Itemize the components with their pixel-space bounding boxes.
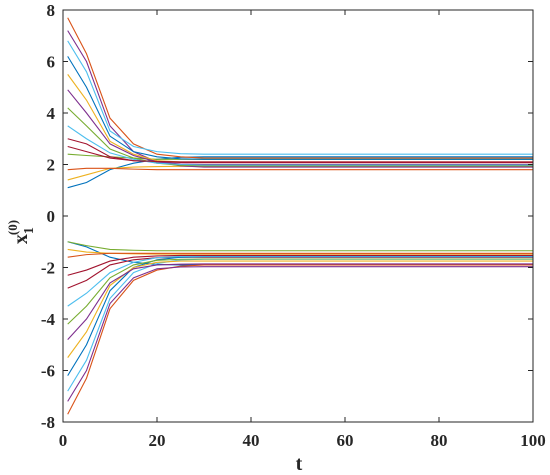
series-line-17 [67,248,533,255]
series-line-23 [67,252,533,258]
x-tick-label: 20 [149,431,166,450]
x-tick-label: 60 [337,431,354,450]
y-tick-label: -2 [41,259,55,278]
y-axis-label-text: x1(0) [5,220,37,244]
y-tick-label: 2 [47,156,56,175]
y-axis-label: x1(0) [5,220,37,244]
y-tick-label: 8 [47,1,56,20]
series-line-27 [67,255,533,307]
series-line-16 [67,264,533,415]
y-tick-label: -4 [41,310,56,329]
y-axis-label-base: x [10,234,32,244]
series-layer [67,17,533,415]
series-line-24 [67,260,533,358]
y-tick-label: 0 [47,207,56,226]
series-line-9 [67,167,533,171]
x-tick-label: 100 [520,431,546,450]
x-tick-label: 40 [243,431,260,450]
y-tick-label: -6 [41,362,55,381]
series-line-28 [67,254,533,276]
series-line-2 [67,17,533,159]
series-line-19 [67,241,533,252]
series-line-18 [67,266,533,402]
x-tick-label: 0 [59,431,68,450]
series-line-12 [67,107,533,167]
y-axis-label-sub: 1 [22,227,37,234]
series-line-14 [67,145,533,163]
x-axis-label: t [296,453,303,475]
ticks-layer: 0 20 40 60 80 100 -8 -6 -4 -2 0 2 4 6 8 [41,1,546,450]
y-tick-label: -8 [41,413,55,432]
y-tick-label: 6 [47,53,56,72]
x-tick-label: 80 [431,431,448,450]
y-tick-label: 4 [47,104,56,123]
series-line-26 [67,258,533,325]
y-axis-label-sup: (0) [5,220,20,235]
series-line-8 [67,56,533,160]
series-line-25 [67,263,533,340]
series-line-6 [67,40,533,155]
series-line-13 [67,125,533,166]
